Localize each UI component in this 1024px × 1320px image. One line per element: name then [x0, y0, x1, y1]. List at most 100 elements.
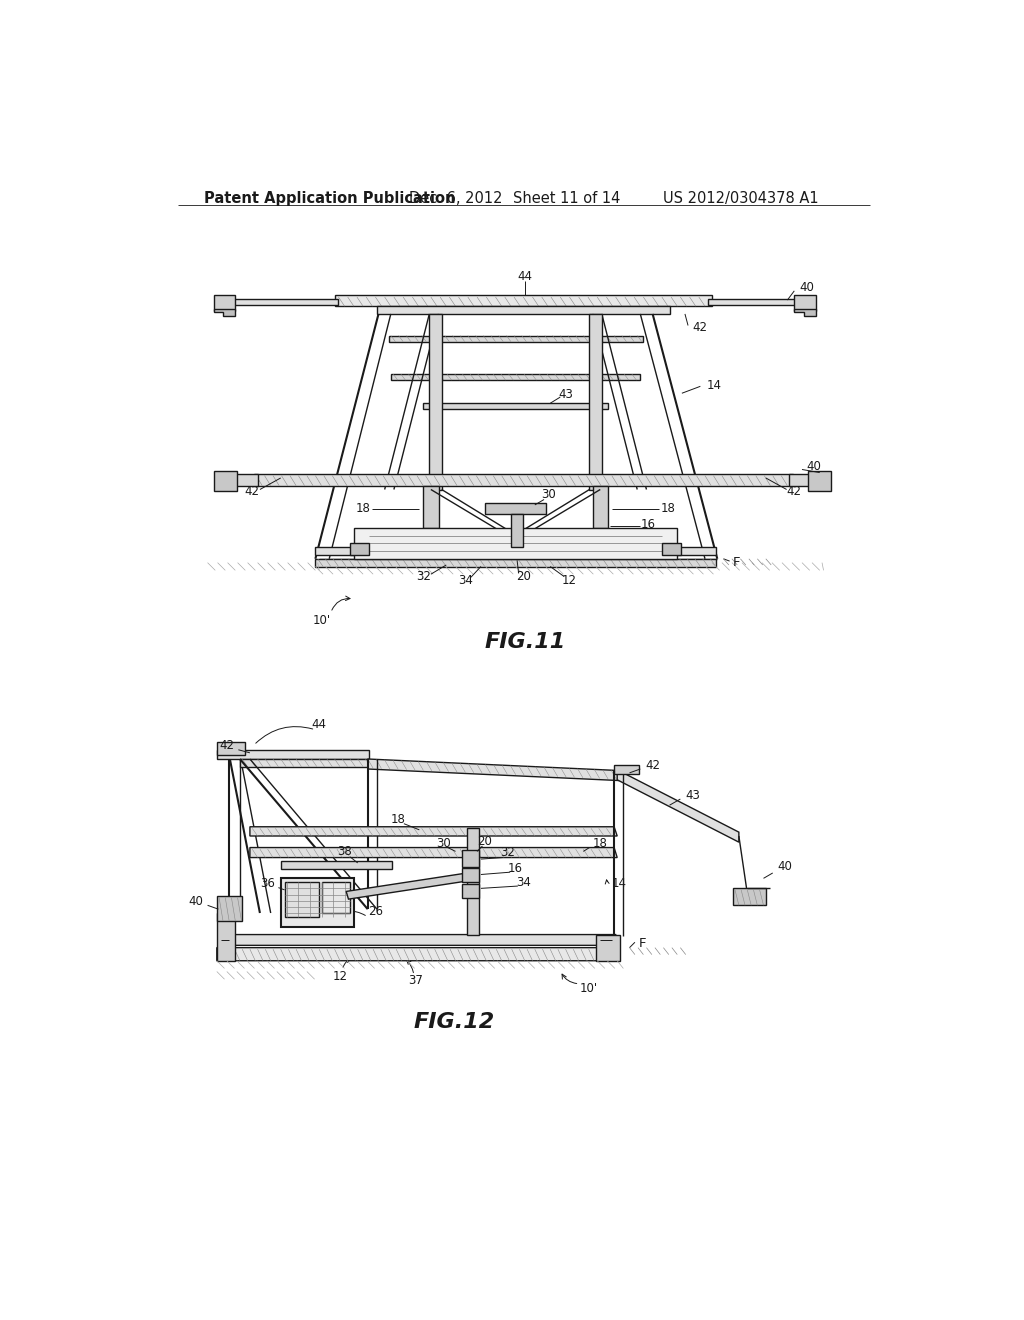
Polygon shape: [617, 770, 739, 842]
Polygon shape: [614, 766, 639, 775]
Polygon shape: [423, 486, 438, 528]
Text: 44: 44: [517, 269, 532, 282]
Polygon shape: [708, 300, 808, 305]
Polygon shape: [346, 873, 469, 899]
Polygon shape: [315, 548, 716, 554]
Text: 20: 20: [516, 570, 530, 583]
Text: 37: 37: [408, 974, 423, 987]
FancyArrowPatch shape: [562, 974, 577, 983]
Polygon shape: [250, 826, 617, 836]
Text: Patent Application Publication: Patent Application Publication: [204, 191, 456, 206]
Polygon shape: [250, 847, 617, 858]
Text: 12: 12: [562, 574, 577, 587]
Text: 40: 40: [777, 861, 793, 874]
Text: 16: 16: [640, 517, 655, 531]
Text: 43: 43: [558, 388, 573, 401]
Text: 18: 18: [593, 837, 607, 850]
Text: 40: 40: [807, 459, 821, 473]
Text: 18: 18: [391, 813, 406, 825]
Text: 40: 40: [188, 895, 204, 908]
Polygon shape: [254, 474, 793, 486]
Polygon shape: [590, 314, 602, 490]
Polygon shape: [335, 296, 712, 306]
Polygon shape: [223, 300, 339, 305]
Polygon shape: [214, 471, 237, 491]
FancyArrowPatch shape: [256, 726, 312, 743]
Polygon shape: [388, 335, 643, 342]
Polygon shape: [423, 404, 608, 409]
Polygon shape: [788, 474, 823, 486]
Polygon shape: [467, 829, 478, 935]
FancyArrowPatch shape: [343, 958, 350, 968]
Text: 43: 43: [685, 789, 699, 803]
Polygon shape: [240, 759, 370, 767]
Text: 34: 34: [458, 574, 473, 587]
Polygon shape: [429, 314, 441, 490]
Polygon shape: [214, 296, 234, 312]
Text: FIG.12: FIG.12: [414, 1012, 495, 1032]
Text: 44: 44: [311, 718, 327, 731]
Polygon shape: [315, 558, 716, 566]
Text: 42: 42: [245, 486, 260, 499]
Text: 42: 42: [692, 321, 708, 334]
Polygon shape: [217, 750, 370, 759]
Text: 18: 18: [660, 502, 676, 515]
Polygon shape: [662, 544, 681, 554]
Polygon shape: [223, 474, 258, 486]
Text: 18: 18: [355, 502, 371, 515]
Text: 42: 42: [645, 759, 659, 772]
Text: 32: 32: [416, 570, 431, 583]
Text: 42: 42: [786, 486, 802, 499]
Polygon shape: [368, 759, 620, 780]
Text: US 2012/0304378 A1: US 2012/0304378 A1: [664, 191, 819, 206]
Polygon shape: [795, 296, 816, 312]
Polygon shape: [219, 935, 617, 945]
Text: 10': 10': [580, 982, 598, 995]
Polygon shape: [596, 935, 620, 961]
Text: 40: 40: [799, 281, 814, 294]
Polygon shape: [285, 882, 319, 917]
Polygon shape: [217, 896, 243, 921]
FancyArrowPatch shape: [605, 880, 609, 884]
Polygon shape: [462, 884, 478, 898]
Polygon shape: [217, 948, 617, 961]
Text: FIG.11: FIG.11: [484, 632, 565, 652]
Text: 36: 36: [260, 878, 275, 890]
FancyArrowPatch shape: [334, 911, 366, 919]
Polygon shape: [484, 503, 547, 515]
Text: F: F: [733, 556, 740, 569]
Polygon shape: [462, 850, 478, 867]
Text: 30: 30: [542, 488, 556, 502]
FancyArrowPatch shape: [407, 960, 414, 973]
Polygon shape: [322, 882, 350, 913]
Text: 14: 14: [707, 379, 722, 392]
Text: 30: 30: [436, 837, 451, 850]
Polygon shape: [593, 486, 608, 528]
Text: F: F: [639, 937, 646, 950]
Polygon shape: [214, 309, 234, 317]
Text: Dec. 6, 2012: Dec. 6, 2012: [410, 191, 503, 206]
Polygon shape: [511, 515, 523, 548]
Polygon shape: [733, 888, 766, 906]
Text: 38: 38: [337, 845, 352, 858]
FancyArrowPatch shape: [332, 597, 350, 610]
Text: 16: 16: [508, 862, 523, 875]
Polygon shape: [217, 742, 245, 755]
Polygon shape: [350, 544, 370, 554]
Polygon shape: [217, 913, 234, 961]
Polygon shape: [391, 374, 640, 380]
Polygon shape: [795, 309, 816, 317]
Polygon shape: [354, 528, 677, 558]
Text: 20: 20: [477, 834, 493, 847]
Text: 10': 10': [312, 614, 331, 627]
Polygon shape: [281, 878, 354, 927]
Text: 34: 34: [516, 875, 530, 888]
Polygon shape: [462, 869, 478, 882]
Text: 42: 42: [219, 739, 234, 752]
Text: 12: 12: [333, 970, 347, 982]
Polygon shape: [808, 471, 831, 491]
Polygon shape: [377, 306, 670, 314]
Text: 32: 32: [501, 846, 515, 859]
Text: 14: 14: [611, 878, 627, 890]
Text: Sheet 11 of 14: Sheet 11 of 14: [513, 191, 621, 206]
